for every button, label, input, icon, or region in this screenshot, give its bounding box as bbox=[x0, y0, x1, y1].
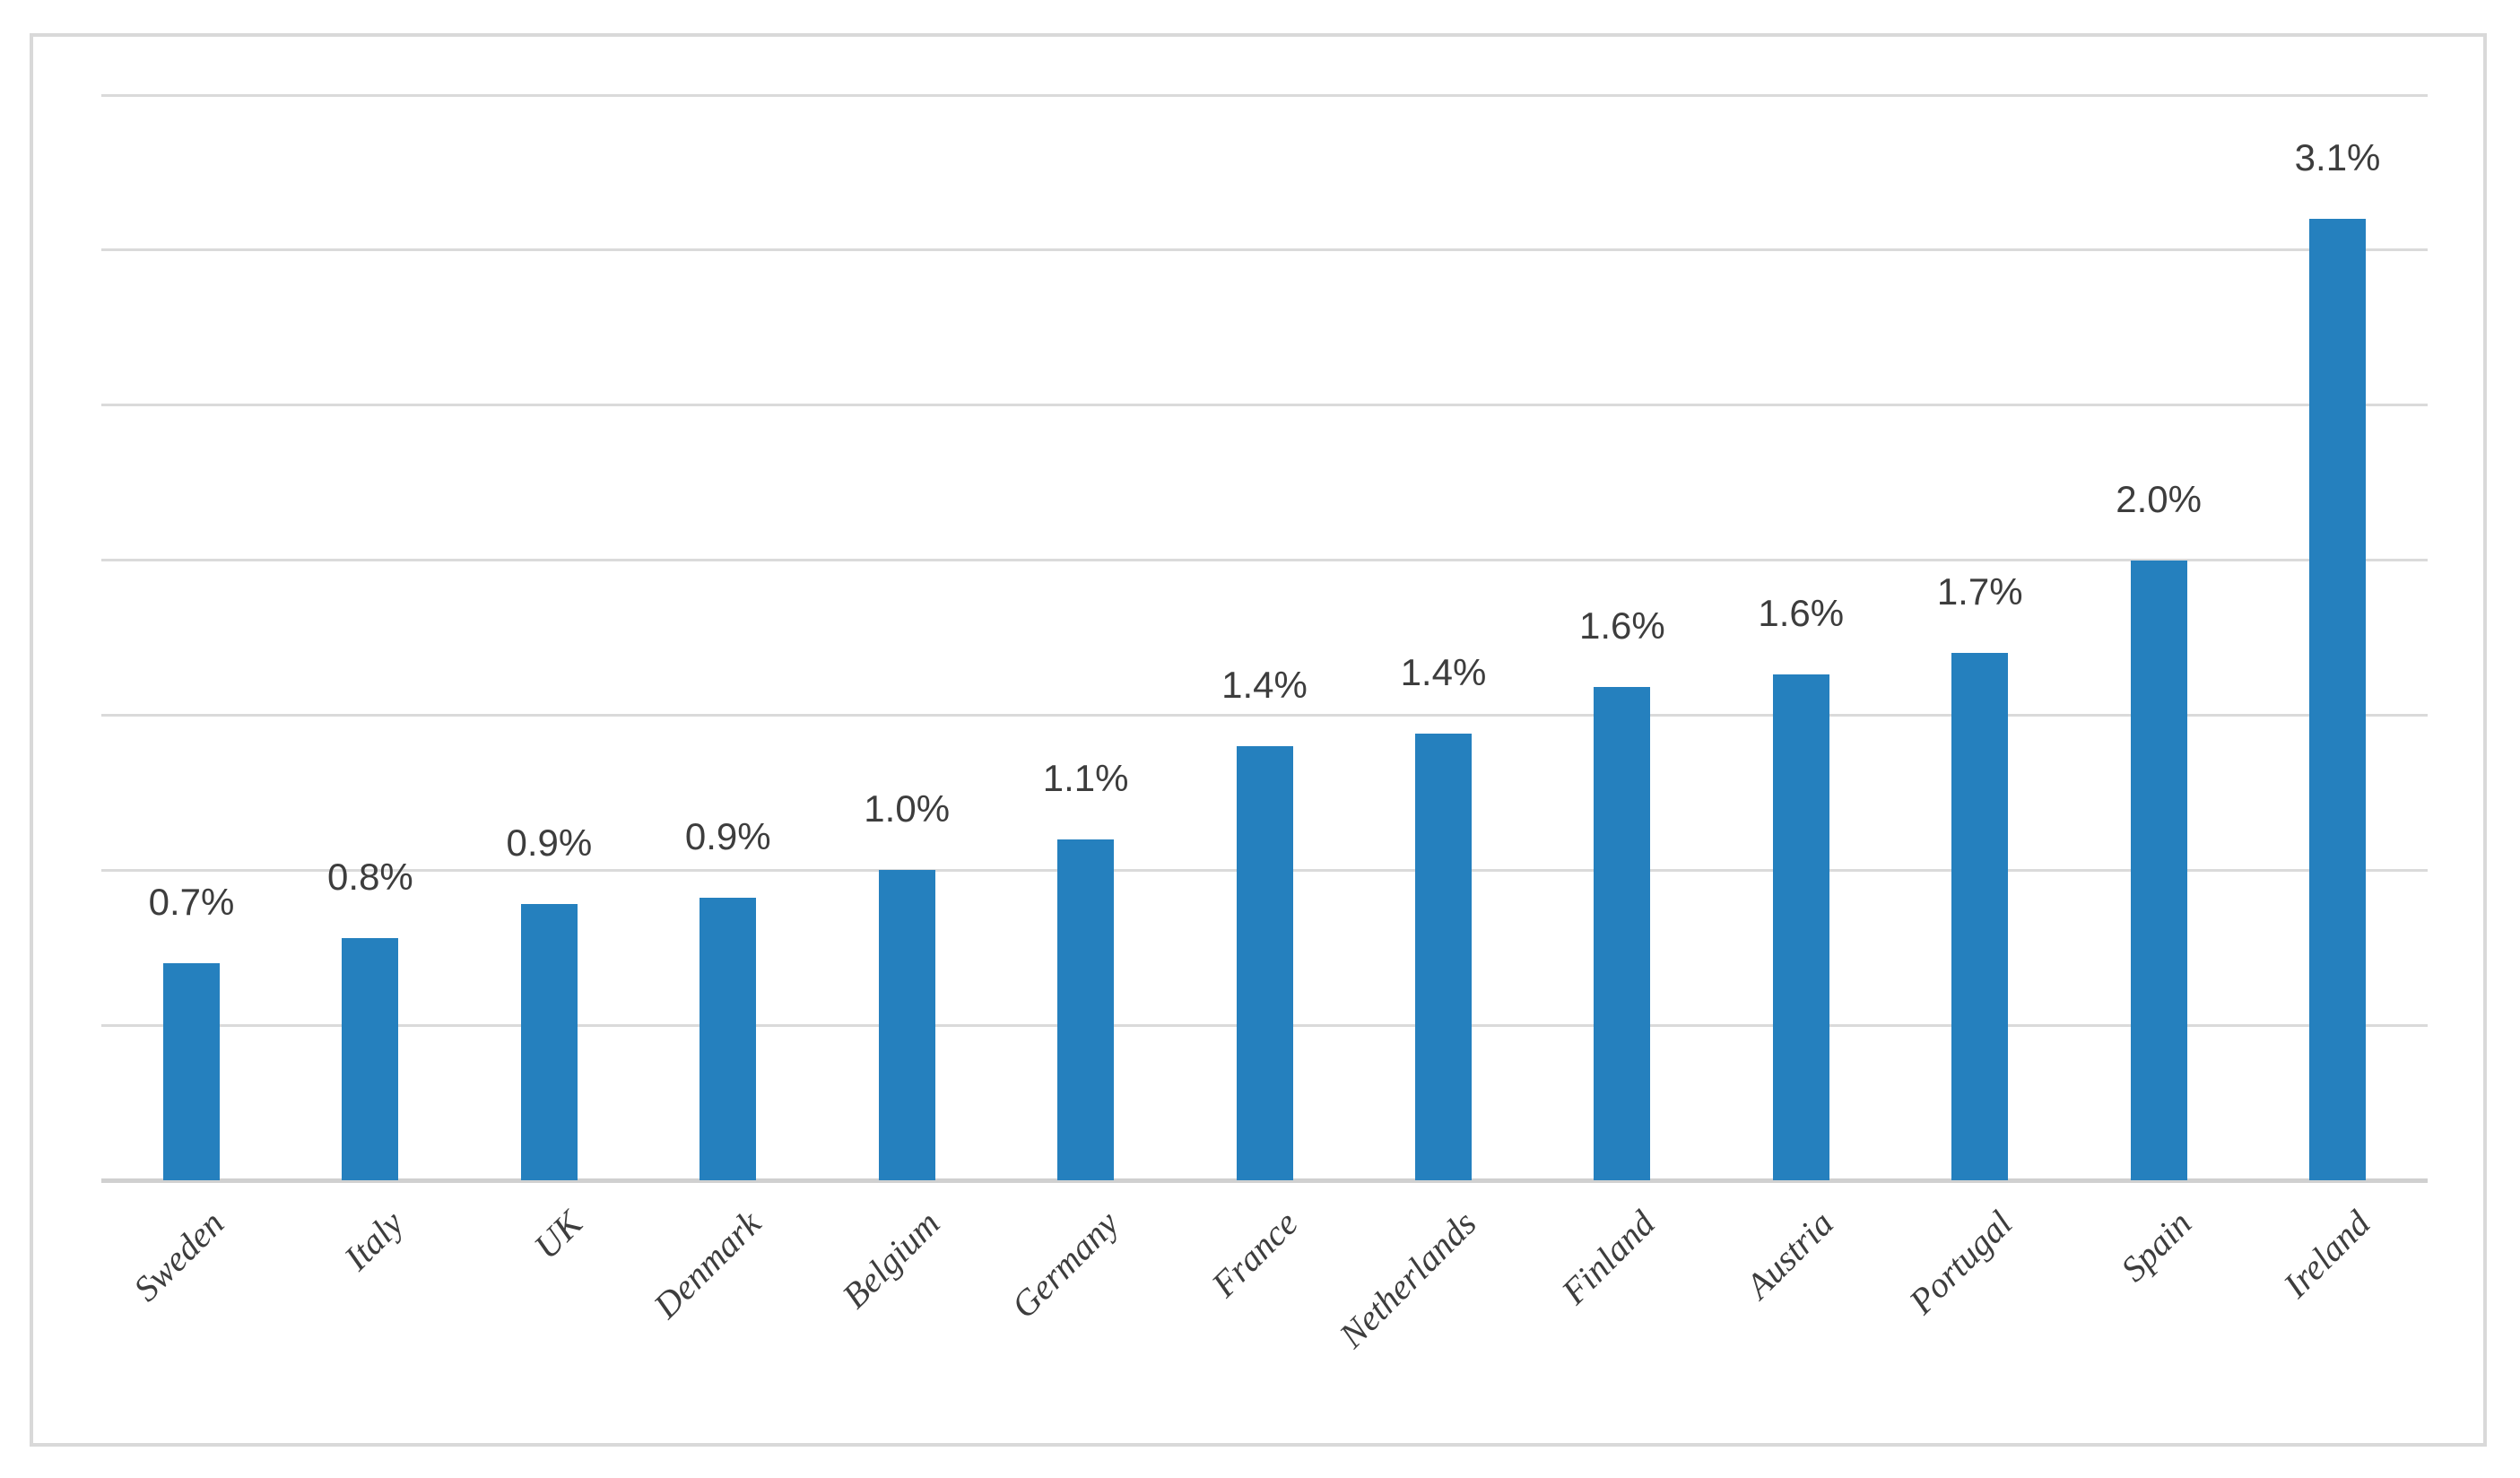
data-label-belgium: 1.0% bbox=[864, 787, 951, 830]
bar-spain bbox=[2130, 560, 2187, 1180]
bar-austria bbox=[1772, 674, 1829, 1180]
chart-border bbox=[30, 33, 2487, 1447]
bar-uk bbox=[520, 904, 578, 1180]
data-label-uk: 0.9% bbox=[506, 822, 593, 865]
data-label-germany: 1.1% bbox=[1042, 756, 1129, 799]
plot-area bbox=[101, 93, 2428, 1183]
data-label-france: 1.4% bbox=[1221, 664, 1308, 706]
bar-germany bbox=[1057, 839, 1115, 1180]
gridline-3.0pct bbox=[101, 248, 2428, 252]
data-label-denmark: 0.9% bbox=[684, 815, 771, 858]
bar-denmark bbox=[700, 898, 757, 1180]
data-label-spain: 2.0% bbox=[2116, 477, 2202, 520]
data-label-sweden: 0.7% bbox=[148, 881, 235, 923]
bar-finland bbox=[1594, 687, 1651, 1180]
gridline-3.5pct bbox=[101, 93, 2428, 97]
data-label-finland: 1.6% bbox=[1578, 604, 1665, 648]
bar-netherlands bbox=[1414, 734, 1472, 1180]
data-label-netherlands: 1.4% bbox=[1400, 651, 1487, 694]
data-label-ireland: 3.1% bbox=[2294, 136, 2381, 179]
data-label-austria: 1.6% bbox=[1758, 592, 1845, 635]
bar-france bbox=[1236, 746, 1293, 1180]
bar-italy bbox=[342, 938, 399, 1180]
data-label-italy: 0.8% bbox=[327, 856, 413, 899]
gridline-2.5pct bbox=[101, 404, 2428, 407]
gridline-2.0pct bbox=[101, 559, 2428, 562]
bar-sweden bbox=[163, 963, 220, 1180]
bar-belgium bbox=[878, 870, 935, 1180]
x-axis-line bbox=[101, 1178, 2428, 1183]
bar-ireland bbox=[2309, 219, 2367, 1180]
bar-portugal bbox=[1951, 653, 2009, 1180]
gridline-1.5pct bbox=[101, 713, 2428, 717]
data-label-portugal: 1.7% bbox=[1936, 570, 2023, 613]
